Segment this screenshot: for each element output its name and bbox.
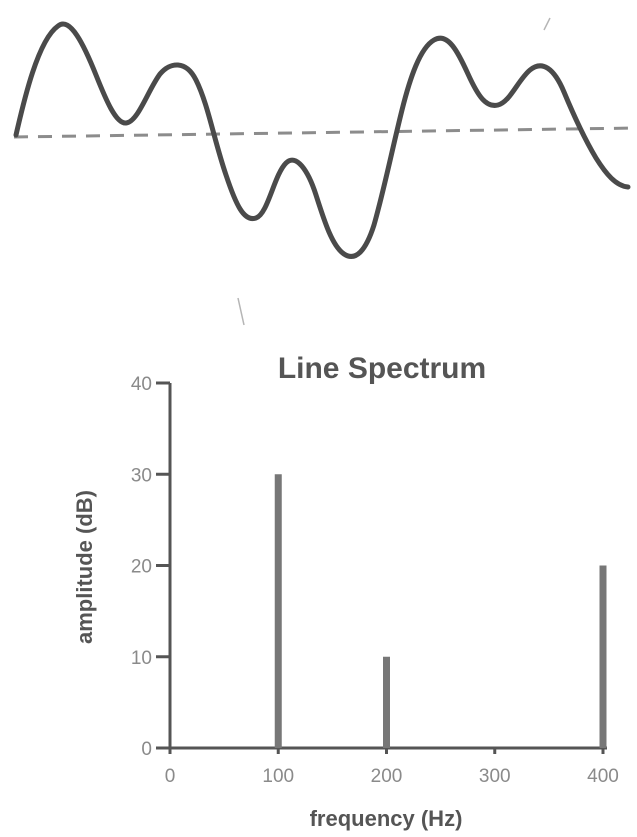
- y-tick-label: 30: [131, 465, 152, 486]
- complex-waveform: [13, 21, 631, 259]
- x-tick-label: 300: [479, 766, 511, 787]
- chart-title: Line Spectrum: [278, 352, 486, 385]
- y-tick-label: 20: [131, 557, 152, 578]
- x-tick-label: 0: [165, 766, 176, 787]
- stray-mark: [237, 297, 245, 326]
- y-tick-label: 40: [131, 374, 152, 395]
- spectral-line-100: [274, 474, 282, 748]
- stray-mark: [543, 17, 551, 31]
- x-tick-label: 100: [262, 766, 294, 787]
- x-axis: 0 100 200 300 400: [160, 746, 619, 787]
- y-axis: 0 10 20 30 40: [131, 374, 172, 760]
- waveform-panel: [13, 17, 637, 326]
- y-axis-title: amplitude (dB): [72, 490, 97, 644]
- x-tick-label: 400: [587, 766, 619, 787]
- y-tick-label: 10: [131, 648, 152, 669]
- spectral-line-400: [599, 565, 607, 748]
- waveform-baseline: [13, 126, 637, 139]
- spectral-lines: [274, 474, 607, 748]
- x-tick-label: 200: [371, 766, 403, 787]
- x-axis-title: frequency (Hz): [310, 806, 463, 831]
- line-spectrum-chart: Line Spectrum amplitude (dB) frequency (…: [72, 352, 619, 831]
- y-tick-label: 0: [141, 739, 152, 760]
- spectral-line-200: [383, 656, 390, 748]
